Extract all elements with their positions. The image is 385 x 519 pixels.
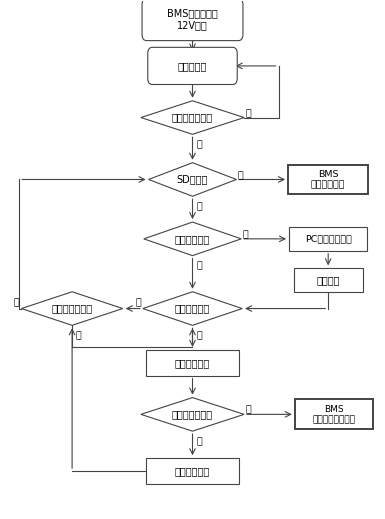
Polygon shape — [149, 163, 236, 196]
Polygon shape — [141, 398, 244, 431]
Polygon shape — [141, 101, 244, 134]
Text: 否: 否 — [76, 331, 82, 340]
Text: 读取电池信息: 读取电池信息 — [175, 358, 210, 368]
Text: 更新存储记录: 更新存储记录 — [175, 466, 210, 476]
Bar — [288, 165, 368, 195]
Text: 系统初始化: 系统初始化 — [178, 61, 207, 71]
Text: BMS
读取信息失败报警: BMS 读取信息失败报警 — [312, 405, 355, 424]
Text: 否: 否 — [245, 109, 251, 118]
Text: 定时时间到？: 定时时间到？ — [175, 304, 210, 313]
Text: 信息更新完毕？: 信息更新完毕？ — [52, 304, 93, 313]
Text: BMS
存储卡满报警: BMS 存储卡满报警 — [311, 170, 345, 189]
Bar — [146, 458, 239, 484]
Text: 否: 否 — [196, 262, 202, 270]
FancyBboxPatch shape — [142, 0, 243, 40]
Text: 旧信息保存？: 旧信息保存？ — [175, 234, 210, 244]
Text: 读取信息成功？: 读取信息成功？ — [172, 409, 213, 419]
Text: 否: 否 — [245, 406, 251, 415]
Text: 是: 是 — [242, 230, 248, 239]
Polygon shape — [144, 222, 241, 256]
Text: 是: 是 — [196, 437, 202, 446]
Text: 是: 是 — [238, 171, 243, 180]
Bar — [146, 350, 239, 376]
Text: 是: 是 — [196, 331, 202, 340]
Polygon shape — [22, 292, 123, 325]
Text: 保存打印: 保存打印 — [316, 275, 340, 285]
Text: BMS工作、开启
12V电源: BMS工作、开启 12V电源 — [167, 9, 218, 30]
Text: 系统自检成功？: 系统自检成功？ — [172, 113, 213, 122]
Text: SD卡满？: SD卡满？ — [177, 174, 208, 184]
Text: 否: 否 — [196, 202, 202, 211]
Polygon shape — [143, 292, 242, 325]
FancyBboxPatch shape — [148, 47, 237, 85]
Text: 是: 是 — [196, 140, 202, 149]
Bar — [294, 268, 363, 292]
Text: 否: 否 — [135, 298, 141, 307]
Text: 是: 是 — [13, 298, 19, 307]
Bar — [295, 400, 373, 429]
Text: PC、上位机界面: PC、上位机界面 — [305, 235, 352, 243]
Bar — [289, 227, 367, 251]
